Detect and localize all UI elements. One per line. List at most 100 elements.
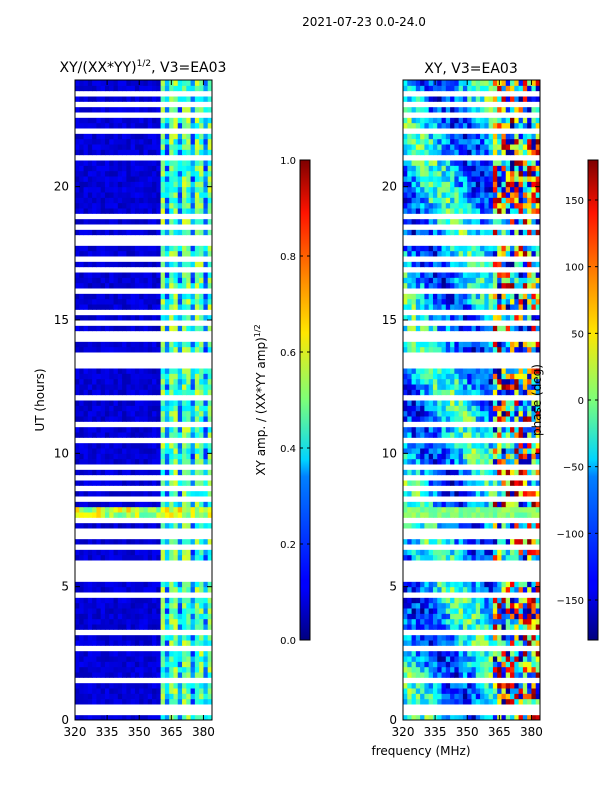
amp-cell bbox=[130, 80, 136, 86]
phase-cell bbox=[492, 554, 498, 561]
amp-cell bbox=[143, 165, 149, 172]
phase-cell bbox=[424, 448, 430, 454]
amp-cell bbox=[92, 208, 97, 214]
phase-cell bbox=[527, 640, 532, 646]
phase-cell bbox=[462, 656, 468, 662]
phase-cell bbox=[492, 298, 498, 305]
amp-cell bbox=[113, 624, 119, 630]
phase-flagged-row bbox=[403, 224, 540, 230]
amp-cell bbox=[169, 229, 174, 236]
amp-cell bbox=[164, 469, 170, 476]
amp-cell bbox=[75, 538, 80, 545]
amp-cell bbox=[152, 501, 157, 508]
amp-cell bbox=[126, 277, 132, 284]
amp-cell bbox=[104, 624, 110, 630]
amp-cell bbox=[117, 602, 123, 609]
amp-cell bbox=[109, 304, 115, 310]
amp-cell bbox=[134, 608, 140, 614]
phase-cell bbox=[441, 522, 447, 529]
amp-cell bbox=[173, 426, 179, 433]
phase-cell bbox=[510, 277, 515, 284]
amp-cell bbox=[203, 160, 209, 166]
phase-cell bbox=[510, 581, 515, 588]
amp-cell bbox=[190, 506, 196, 513]
amp-cell bbox=[169, 282, 174, 289]
phase-cell bbox=[424, 432, 430, 438]
phase-cell bbox=[475, 480, 481, 486]
amp-cell bbox=[87, 656, 93, 662]
amp-cell bbox=[182, 138, 187, 145]
amp-cell bbox=[182, 293, 187, 300]
amp-cell bbox=[113, 293, 119, 300]
amp-cell bbox=[160, 304, 166, 310]
amp-cell bbox=[104, 149, 110, 156]
phase-cell bbox=[403, 208, 408, 214]
amp-cell bbox=[92, 85, 97, 92]
phase-cell bbox=[441, 634, 447, 641]
amp-cell bbox=[139, 282, 144, 289]
amp-cell bbox=[83, 149, 89, 156]
phase-cell bbox=[531, 688, 537, 694]
amp-cell bbox=[182, 624, 187, 630]
amp-cell bbox=[177, 208, 183, 214]
phase-cell bbox=[411, 170, 417, 177]
amp-cell bbox=[152, 661, 157, 668]
amp-cell bbox=[104, 160, 110, 166]
amp-cell bbox=[100, 176, 106, 182]
phase-cell bbox=[510, 400, 515, 406]
amp-cell bbox=[139, 666, 144, 673]
phase-cell bbox=[527, 490, 532, 497]
phase-cell bbox=[505, 245, 511, 252]
phase-cell bbox=[522, 618, 528, 625]
amp-cell bbox=[100, 218, 106, 225]
amp-cell bbox=[117, 341, 123, 348]
amp-cell bbox=[164, 522, 170, 529]
amp-cell bbox=[87, 693, 93, 700]
phase-cell bbox=[428, 656, 434, 662]
amp-cell bbox=[143, 245, 149, 252]
amp-cell bbox=[139, 538, 144, 545]
phase-cell bbox=[471, 218, 477, 225]
amp-cell bbox=[182, 501, 187, 508]
amp-cell bbox=[130, 640, 136, 646]
amp-cell bbox=[100, 250, 106, 257]
amp-cell bbox=[130, 480, 136, 486]
amp-cell bbox=[182, 661, 187, 668]
phase-cell bbox=[518, 554, 524, 561]
phase-cell bbox=[484, 368, 490, 374]
amp-cell bbox=[152, 122, 157, 129]
phase-cell bbox=[432, 661, 438, 668]
phase-cell bbox=[514, 624, 520, 630]
amp-cell bbox=[156, 586, 162, 593]
amp-cell bbox=[177, 160, 183, 166]
amp-cell bbox=[126, 586, 132, 593]
amp-cell bbox=[122, 378, 127, 385]
phase-cell bbox=[535, 554, 540, 561]
amp-cell bbox=[173, 656, 179, 662]
amp-cell bbox=[122, 314, 127, 321]
phase-cell bbox=[522, 378, 528, 385]
amp-cell bbox=[122, 229, 127, 236]
amp-cell bbox=[164, 160, 170, 166]
amp-cell bbox=[156, 314, 162, 321]
phase-cell bbox=[492, 250, 498, 257]
amp-cell bbox=[92, 346, 97, 353]
phase-cell bbox=[535, 186, 540, 193]
phase-cell bbox=[514, 261, 520, 268]
amp-cell bbox=[109, 688, 115, 694]
amp-cell bbox=[156, 453, 162, 460]
phase-cell bbox=[480, 656, 485, 662]
phase-cell bbox=[415, 410, 421, 417]
amp-cell bbox=[173, 538, 179, 545]
amp-cell bbox=[190, 624, 196, 630]
amp-cell bbox=[156, 80, 162, 86]
amp-cell bbox=[203, 250, 209, 257]
phase-cell bbox=[403, 522, 408, 529]
phase-cell bbox=[527, 410, 532, 417]
phase-cell bbox=[527, 666, 532, 673]
phase-cell bbox=[497, 426, 502, 433]
phase-cell bbox=[467, 400, 472, 406]
amp-cell bbox=[156, 666, 162, 673]
amp-cell bbox=[190, 160, 196, 166]
phase-cell bbox=[505, 192, 511, 198]
